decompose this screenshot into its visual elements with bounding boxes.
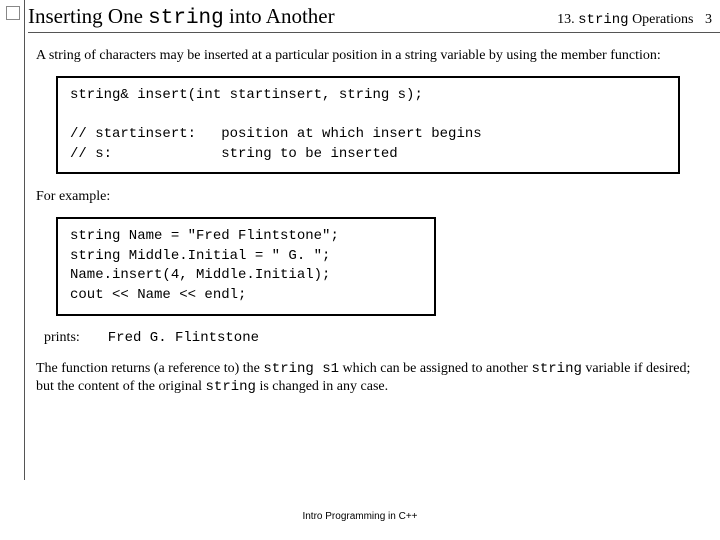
chapter-pre: 13.: [557, 12, 578, 27]
slide-title: Inserting One string into Another: [28, 4, 335, 30]
vertical-rule: [24, 0, 25, 480]
prints-row: prints: Fred G. Flintstone: [44, 330, 700, 346]
slide: Inserting One string into Another 13. st…: [0, 0, 720, 540]
p3-b: string s1: [263, 361, 339, 377]
chapter-label: 13. string Operations: [557, 12, 697, 27]
p3-f: string: [206, 379, 256, 395]
p3-d: string: [531, 361, 581, 377]
title-pre: Inserting One: [28, 4, 148, 28]
p3-a: The function returns (a reference to) th…: [36, 361, 263, 376]
intro-paragraph: A string of characters may be inserted a…: [36, 47, 700, 66]
header-right: 13. string Operations 3: [557, 12, 712, 28]
closing-paragraph: The function returns (a reference to) th…: [36, 360, 700, 398]
footer-text: Intro Programming in C++: [0, 511, 720, 522]
chapter-post: Operations: [629, 12, 694, 27]
title-post: into Another: [224, 4, 335, 28]
content: A string of characters may be inserted a…: [28, 33, 720, 417]
chapter-code: string: [578, 12, 628, 28]
p3-c: which can be assigned to another: [339, 361, 531, 376]
signature-codebox: string& insert(int startinsert, string s…: [56, 76, 680, 174]
prints-label: prints:: [44, 330, 80, 346]
prints-output: Fred G. Flintstone: [108, 330, 259, 346]
example-label: For example:: [36, 188, 700, 207]
title-code: string: [148, 7, 224, 30]
page-number: 3: [705, 12, 712, 27]
header: Inserting One string into Another 13. st…: [28, 0, 720, 33]
example-codebox: string Name = "Fred Flintstone"; string …: [56, 217, 436, 315]
p3-g: is changed in any case.: [256, 379, 388, 394]
slide-marker-box: [6, 6, 20, 20]
